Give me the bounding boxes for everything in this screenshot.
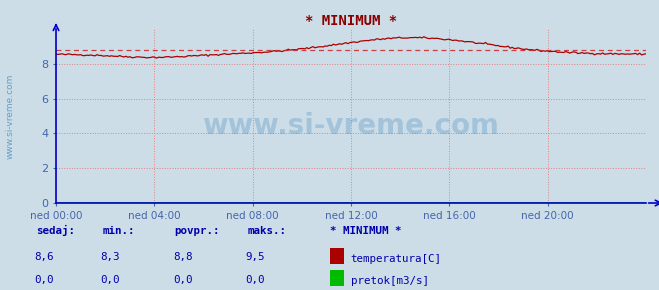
- Text: sedaj:: sedaj:: [36, 225, 75, 236]
- Text: 8,6: 8,6: [34, 253, 54, 262]
- Text: 9,5: 9,5: [245, 253, 265, 262]
- Text: min.:: min.:: [102, 226, 134, 236]
- Text: 0,0: 0,0: [34, 275, 54, 285]
- Text: pretok[m3/s]: pretok[m3/s]: [351, 276, 428, 286]
- Text: 0,0: 0,0: [173, 275, 192, 285]
- Text: povpr.:: povpr.:: [175, 226, 220, 236]
- Text: www.si-vreme.com: www.si-vreme.com: [5, 73, 14, 159]
- Text: 8,8: 8,8: [173, 253, 192, 262]
- Text: 0,0: 0,0: [100, 275, 120, 285]
- Text: www.si-vreme.com: www.si-vreme.com: [202, 113, 500, 140]
- Text: 0,0: 0,0: [245, 275, 265, 285]
- Text: 8,3: 8,3: [100, 253, 120, 262]
- Title: * MINIMUM *: * MINIMUM *: [305, 14, 397, 28]
- Text: * MINIMUM *: * MINIMUM *: [330, 226, 401, 236]
- Text: maks.:: maks.:: [247, 226, 286, 236]
- Text: temperatura[C]: temperatura[C]: [351, 254, 442, 264]
